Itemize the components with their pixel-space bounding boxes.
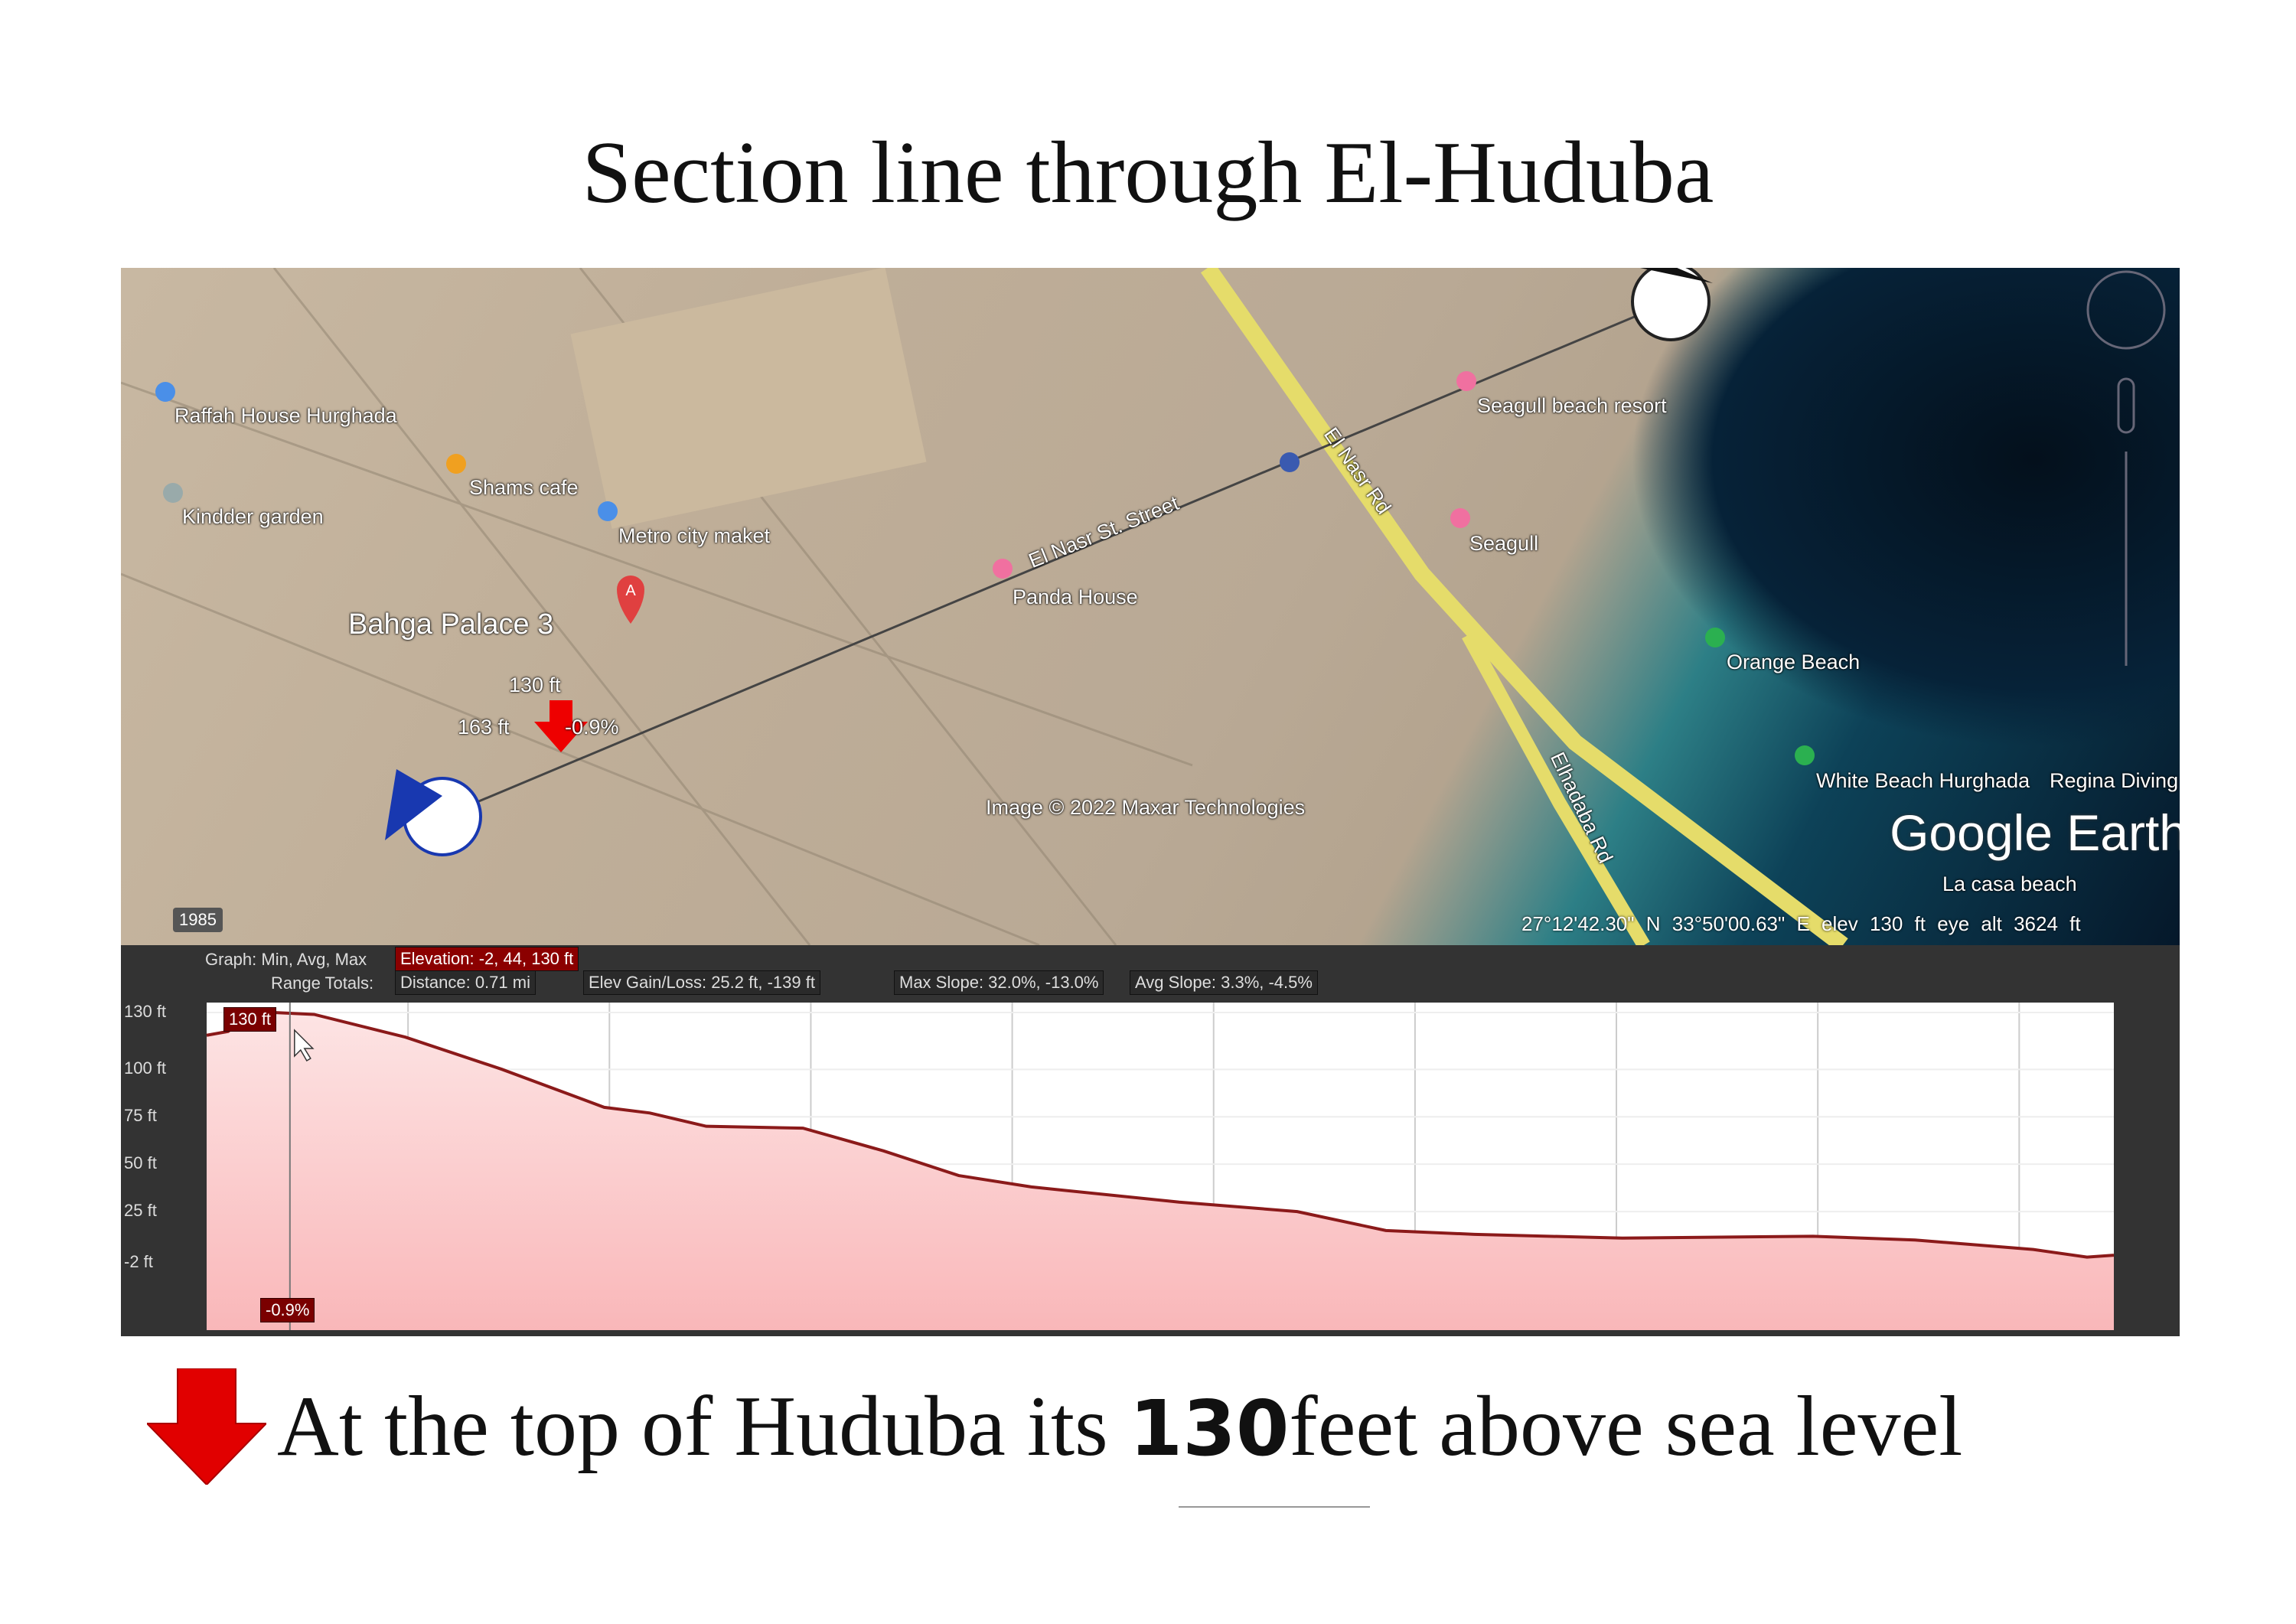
map-label: Raffah House Hurghada (174, 404, 397, 427)
marker-distance: 163 ft (458, 716, 510, 739)
start-handle[interactable] (385, 769, 482, 856)
place-pin-icons (155, 371, 1815, 765)
graph-label: Graph: Min, Avg, Max (205, 950, 367, 969)
map-label: Shams cafe (469, 476, 579, 499)
marker-elevation: 130 ft (509, 673, 561, 696)
caption: At the top of Huduba its 130feet above s… (277, 1378, 1962, 1476)
map-overlay: A (121, 268, 2166, 945)
latitude: 27°12'42.30" N (1521, 912, 1661, 935)
map-label: Bahga Palace 3 (348, 608, 554, 641)
pin-a-icon[interactable]: A (617, 576, 644, 624)
y-tick-label: 100 ft (124, 1058, 167, 1078)
map-label: Seagull (1469, 532, 1539, 555)
road (1462, 631, 1650, 945)
google-earth-logo: Google Earth (1890, 804, 2180, 861)
map-label: White Beach Hurghada (1816, 769, 2030, 792)
down-arrow-icon (534, 700, 588, 752)
caption-number: 130 (1129, 1384, 1290, 1473)
map-label: La casa beach (1942, 872, 2077, 895)
map-label: Orange Beach (1727, 651, 1861, 673)
cursor-slope-tag: -0.9% (260, 1298, 315, 1322)
elevation-stats: Elevation: -2, 44, 130 ft (395, 947, 579, 971)
caption-post: feet above sea level (1289, 1379, 1963, 1474)
map-label: Metro city maket (618, 524, 771, 547)
navigation-controls[interactable] (2086, 270, 2166, 666)
red-down-arrow-icon (147, 1368, 266, 1485)
svg-text:A: A (625, 582, 636, 599)
gain-loss-stat: Elev Gain/Loss: 25.2 ft, -139 ft (583, 970, 820, 995)
end-handle[interactable] (1631, 268, 1713, 341)
google-earth-map[interactable]: A Raffah House Hurghada Shams cafe Kindd… (121, 268, 2180, 945)
y-tick-label: 130 ft (124, 1002, 167, 1021)
y-tick-label: -2 ft (124, 1252, 153, 1271)
distance-stat: Distance: 0.71 mi (395, 970, 536, 995)
y-tick-label: 75 ft (124, 1106, 157, 1126)
status-bar: 27°12'42.30" N 33°50'00.63" E elev 130 f… (1521, 912, 2081, 935)
elevation-readout: elev 130 ft (1821, 912, 1926, 935)
cursor-elevation-tag: 130 ft (223, 1007, 277, 1032)
y-tick-label: 25 ft (124, 1201, 157, 1221)
underline-divider (1179, 1506, 1370, 1508)
slide-title: Section line through El-Huduba (582, 124, 1714, 222)
road (1200, 268, 1848, 945)
caption-pre: At the top of Huduba its (277, 1379, 1130, 1474)
longitude: 33°50'00.63" E (1671, 912, 1810, 935)
map-label: Seagull beach resort (1477, 394, 1667, 417)
map-label: Panda House (1013, 585, 1138, 608)
max-slope-stat: Max Slope: 32.0%, -13.0% (894, 970, 1104, 995)
y-tick-label: 50 ft (124, 1153, 157, 1173)
open-lot (570, 268, 927, 529)
imagery-credit: Image © 2022 Maxar Technologies (986, 796, 1306, 819)
map-label: Regina Diving (2050, 769, 2179, 792)
avg-slope-stat: Avg Slope: 3.3%, -4.5% (1130, 970, 1318, 995)
map-label: Kindder garden (182, 505, 324, 528)
eye-altitude: eye alt 3624 ft (1937, 912, 2081, 935)
elevation-profile-panel[interactable]: Graph: Min, Avg, Max Elevation: -2, 44, … (121, 945, 2180, 1336)
range-totals-label: Range Totals: (271, 973, 374, 993)
marker-slope: -0.9% (565, 716, 619, 739)
historical-imagery-year[interactable]: 1985 (173, 908, 223, 932)
